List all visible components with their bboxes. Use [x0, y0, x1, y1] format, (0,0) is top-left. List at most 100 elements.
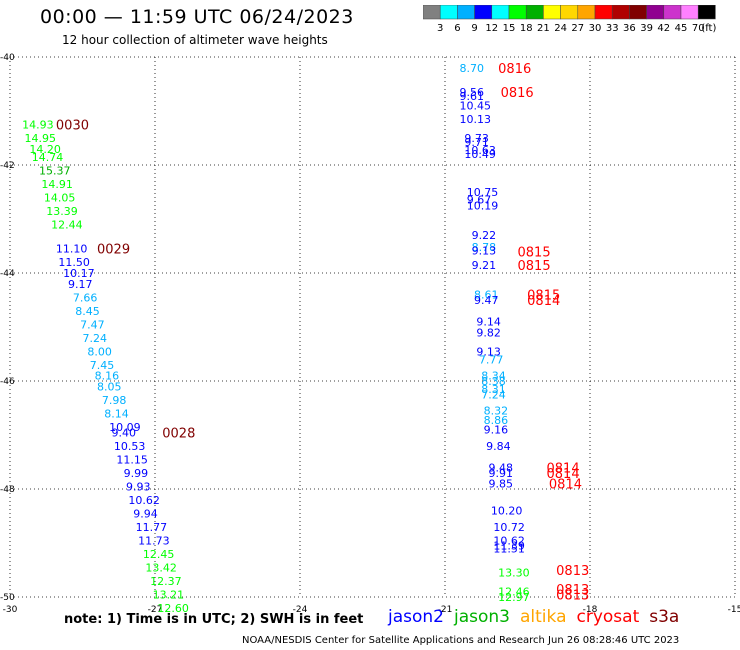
wave-height-label: 9.47 — [474, 294, 499, 307]
wave-height-label: 10.13 — [460, 113, 492, 126]
wave-height-label: 8.38 — [481, 375, 506, 388]
wave-height-label: 9.67 — [467, 194, 492, 207]
wave-height-label: 7.77 — [479, 353, 504, 366]
wave-height-label: 10.53 — [114, 440, 145, 453]
wave-height-label: 9.48 — [489, 461, 514, 474]
wave-height-label: 14.20 — [29, 143, 61, 156]
wave-height-label: 11.15 — [116, 453, 148, 466]
scale-label: 36 — [623, 23, 636, 34]
wave-height-label: 10.62 — [493, 534, 525, 547]
wave-height-label: 9.56 — [460, 86, 485, 99]
wave-height-label: 12.60 — [157, 602, 189, 615]
wave-height-label: 9.93 — [126, 480, 151, 493]
wave-height-label: 14.91 — [41, 178, 73, 191]
scale-label: 33 — [606, 23, 619, 34]
time-label: 0815 — [527, 289, 560, 304]
wave-height-label: 8.86 — [484, 414, 509, 427]
time-label: 0029 — [97, 243, 130, 258]
wave-height-label: 11.77 — [136, 521, 168, 534]
wave-height-label: 9.13 — [476, 345, 501, 358]
scale-label: 3 — [437, 23, 443, 34]
time-label: 0816 — [501, 86, 534, 101]
scale-label: 9 — [471, 23, 477, 34]
wave-height-label: 13.21 — [153, 588, 185, 601]
wave-height-label: 8.05 — [97, 380, 122, 393]
wave-height-label: 9.14 — [476, 316, 501, 329]
x-tick-label: -18 — [583, 605, 598, 615]
legend-item: altika — [520, 607, 567, 627]
wave-height-label: 12.37 — [150, 575, 182, 588]
wave-height-label: 9.21 — [472, 259, 497, 272]
footer-credit: NOAA/NESDIS Center for Satellite Applica… — [242, 635, 680, 646]
wave-height-label: 11.51 — [493, 542, 525, 555]
wave-height-label: 12.44 — [51, 218, 82, 231]
wave-height-label: 10.09 — [109, 421, 141, 434]
wave-height-label: 9.16 — [484, 424, 509, 437]
wave-height-label: 9.17 — [68, 278, 93, 291]
wave-height-label: 8.78 — [472, 241, 497, 254]
satellite-legend: jason2 jason3 altika cryosat s3a — [388, 607, 689, 627]
legend-item: jason3 — [454, 607, 510, 627]
scale-label: 70 — [692, 23, 705, 34]
wave-height-label: 8.14 — [104, 407, 129, 420]
wave-height-label: 15.37 — [39, 164, 71, 177]
time-label: 0030 — [56, 119, 89, 134]
wave-height-label: 9.71 — [464, 136, 489, 149]
wave-height-label: 11.10 — [56, 243, 88, 256]
wave-height-label: 7.98 — [102, 394, 127, 407]
x-tick-label: -30 — [3, 605, 18, 615]
scale-label: 24 — [554, 23, 567, 34]
time-label: 0813 — [556, 564, 589, 579]
time-label: 0814 — [527, 294, 560, 309]
legend-item: s3a — [649, 607, 680, 627]
scale-label: 45 — [675, 23, 688, 34]
wave-height-label: 10.75 — [467, 186, 499, 199]
y-tick-label: -42 — [0, 161, 15, 171]
time-label: 0813 — [556, 583, 589, 598]
wave-height-label: 10.17 — [63, 267, 95, 280]
wave-height-label: 8.31 — [481, 383, 506, 396]
wave-height-label: 11.73 — [138, 534, 170, 547]
wave-height-label: 9.85 — [489, 478, 514, 491]
wave-height-label: 12.97 — [498, 591, 529, 604]
y-tick-label: -50 — [0, 593, 15, 603]
wave-height-label: 11.39 — [493, 540, 525, 553]
time-label: 0814 — [549, 478, 582, 493]
legend-item: jason2 — [388, 607, 444, 627]
wave-height-label: 9.22 — [472, 229, 497, 242]
wave-height-label: 10.20 — [491, 505, 522, 518]
wave-height-label: 8.16 — [95, 370, 120, 383]
wave-height-label: 10.49 — [464, 148, 496, 161]
wave-height-label: 11.50 — [58, 256, 89, 269]
wave-height-label: 7.24 — [481, 389, 506, 402]
wave-height-label: 10.72 — [493, 521, 525, 534]
wave-height-label: 9.99 — [124, 467, 149, 480]
scale-label: 12 — [485, 23, 498, 34]
wave-height-label: 7.45 — [90, 359, 115, 372]
time-label: 0814 — [547, 467, 580, 482]
wave-height-label: 14.95 — [25, 132, 57, 145]
wave-height-label: 14.93 — [22, 119, 54, 132]
scale-label: 42 — [657, 23, 670, 34]
scale-label: 27 — [571, 23, 584, 34]
y-tick-label: -44 — [0, 269, 15, 279]
wave-height-label: 9.73 — [464, 132, 489, 145]
y-tick-label: -46 — [0, 377, 15, 387]
scale-label: 39 — [640, 23, 653, 34]
time-label: 0028 — [162, 426, 195, 441]
wave-height-label: 14.74 — [32, 151, 64, 164]
wave-height-label: 13.39 — [46, 205, 78, 218]
x-tick-label: -21 — [438, 605, 453, 615]
legend-item: cryosat — [576, 607, 640, 627]
time-label: 0814 — [547, 461, 580, 476]
wave-height-label: 9.94 — [133, 507, 158, 520]
wave-height-label: 7.24 — [83, 332, 108, 345]
scale-label: 15 — [503, 23, 516, 34]
y-tick-label: -40 — [0, 53, 15, 63]
wave-height-label: 9.61 — [460, 90, 485, 103]
wave-height-label: 8.34 — [481, 370, 506, 383]
chart-subtitle: 12 hour collection of altimeter wave hei… — [62, 33, 328, 47]
time-label: 0815 — [518, 245, 551, 260]
wave-height-label: 10.45 — [460, 100, 492, 113]
x-tick-label: -27 — [148, 605, 163, 615]
